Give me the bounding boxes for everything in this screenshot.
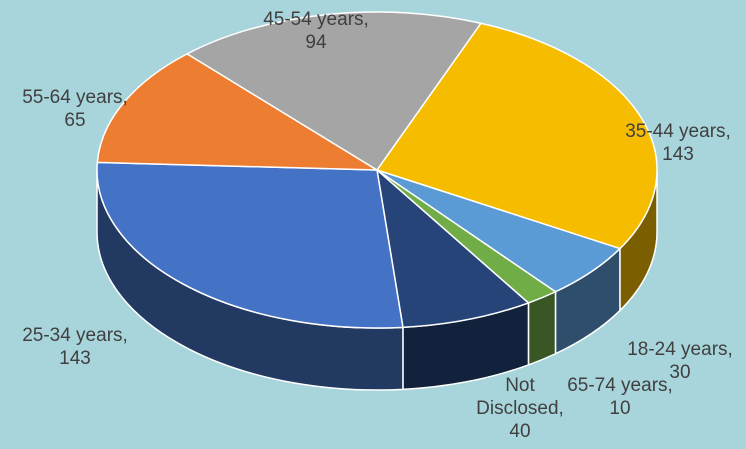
pie-slice-not-disclosed bbox=[375, 168, 530, 329]
data-label-not-disclosed: Not Disclosed, 40 bbox=[476, 375, 564, 442]
data-label-35-44: 35-44 years, 143 bbox=[625, 121, 731, 165]
data-label-25-34: 25-34 years, 143 bbox=[22, 325, 128, 369]
pie-side-65-74-years bbox=[527, 290, 557, 366]
data-label-65-74: 65-74 years, 10 bbox=[567, 375, 673, 419]
pie-slice-55-64-years bbox=[96, 52, 380, 171]
data-label-18-24: 18-24 years, 30 bbox=[627, 339, 733, 383]
pie-slice-25-34-years bbox=[96, 161, 404, 329]
data-label-45-54: 45-54 years, 94 bbox=[263, 9, 369, 53]
pie-sides bbox=[96, 169, 658, 391]
pie-top bbox=[96, 11, 658, 329]
data-label-55-64: 55-64 years, 65 bbox=[22, 87, 128, 131]
pie-slice-45-54-years bbox=[185, 11, 483, 172]
